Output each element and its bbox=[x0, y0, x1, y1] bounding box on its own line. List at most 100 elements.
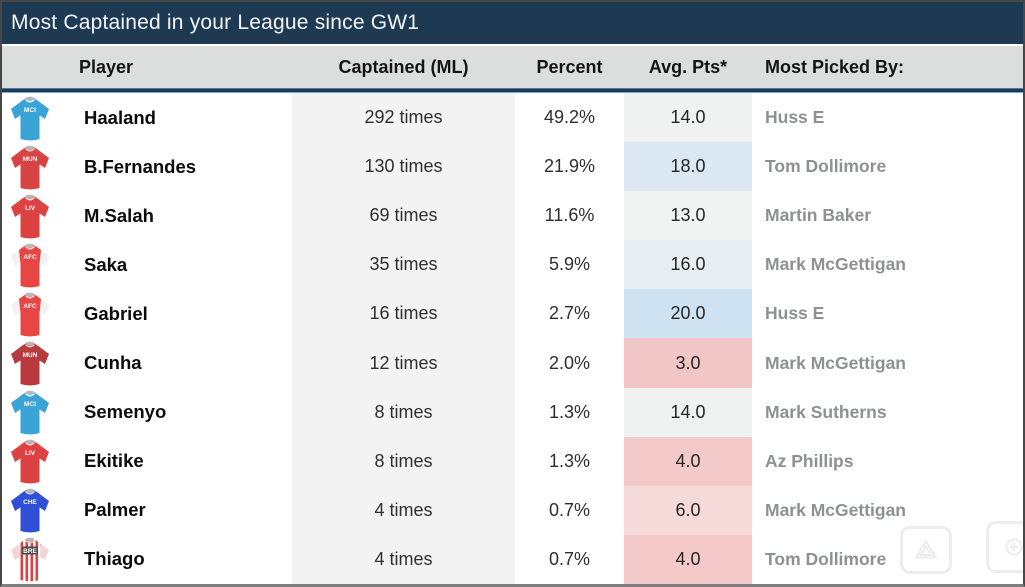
captained-count: 4 times bbox=[292, 485, 515, 535]
most-picked-by-name: Az Phillips bbox=[765, 450, 854, 471]
jersey-cell: MUN bbox=[2, 142, 57, 191]
svg-text:MUN: MUN bbox=[22, 156, 37, 163]
svg-text:MUN: MUN bbox=[22, 352, 37, 359]
player-name: Semenyo bbox=[84, 401, 167, 423]
player-name: M.Salah bbox=[84, 204, 154, 226]
svg-text:AFC: AFC bbox=[23, 254, 37, 261]
avg-points-value: 4.0 bbox=[624, 534, 752, 584]
avg-points-value: 16.0 bbox=[624, 240, 752, 290]
captained-count: 35 times bbox=[292, 240, 515, 290]
svg-text:MCI: MCI bbox=[24, 401, 36, 408]
jersey-cell: MCI bbox=[2, 388, 57, 437]
most-picked-by-name: Tom Dollimore bbox=[765, 156, 887, 177]
header-separator-line bbox=[2, 88, 1023, 93]
percent-value: 1.3% bbox=[548, 401, 591, 422]
percent-value: 49.2% bbox=[543, 107, 596, 128]
avg-points-value: 13.0 bbox=[624, 191, 752, 241]
captained-count: 130 times bbox=[292, 142, 515, 192]
table-row: AFC Gabriel 16 times 2.7% 20.0 Huss E bbox=[2, 289, 1023, 339]
captained-count: 69 times bbox=[292, 191, 515, 241]
team-jersey-icon: BRE bbox=[10, 537, 49, 582]
player-name: Gabriel bbox=[84, 302, 148, 324]
percent-value: 2.7% bbox=[548, 303, 591, 324]
captained-count: 4 times bbox=[292, 534, 515, 584]
panel-title-bar: Most Captained in your League since GW1 bbox=[2, 2, 1023, 44]
svg-text:MCI: MCI bbox=[24, 107, 36, 114]
avg-points-value: 14.0 bbox=[624, 387, 752, 437]
jersey-cell: BRE bbox=[2, 535, 57, 584]
percent-value: 1.3% bbox=[548, 450, 591, 471]
table-row: MCI Semenyo 8 times 1.3% 14.0 Mark Suthe… bbox=[2, 387, 1023, 437]
captained-count: 12 times bbox=[292, 338, 515, 388]
team-jersey-icon: MUN bbox=[10, 341, 49, 386]
percent-value: 2.0% bbox=[548, 352, 591, 373]
jersey-cell: AFC bbox=[2, 289, 57, 338]
percent-value: 5.9% bbox=[548, 254, 591, 275]
percent-value: 0.7% bbox=[548, 499, 591, 520]
table-row: AFC Saka 35 times 5.9% 16.0 Mark McGetti… bbox=[2, 240, 1023, 290]
column-header-captained: Captained (ML) bbox=[338, 56, 469, 77]
team-jersey-icon: AFC bbox=[10, 243, 49, 288]
player-name: Palmer bbox=[84, 499, 146, 521]
column-header-percent: Percent bbox=[536, 56, 603, 77]
team-jersey-icon: LIV bbox=[10, 194, 49, 239]
team-jersey-icon: MUN bbox=[10, 145, 49, 190]
svg-text:BRE: BRE bbox=[23, 548, 37, 555]
player-name: Haaland bbox=[84, 106, 156, 128]
player-name: Cunha bbox=[84, 352, 142, 374]
table-row: BRE Thiago 4 times 0.7% 4.0 Tom Dollimor… bbox=[2, 534, 1023, 584]
svg-text:LIV: LIV bbox=[24, 450, 35, 457]
percent-value: 21.9% bbox=[543, 156, 596, 177]
player-name: B.Fernandes bbox=[84, 155, 197, 177]
most-picked-by-name: Mark McGettigan bbox=[765, 254, 906, 275]
jersey-cell: LIV bbox=[2, 437, 57, 486]
column-header-avg-pts: Avg. Pts* bbox=[648, 56, 728, 77]
svg-text:AFC: AFC bbox=[23, 303, 37, 310]
jersey-cell: AFC bbox=[2, 240, 57, 289]
team-jersey-icon: LIV bbox=[10, 439, 49, 484]
svg-text:CHE: CHE bbox=[23, 499, 37, 506]
avg-points-value: 18.0 bbox=[624, 142, 752, 192]
percent-value: 0.7% bbox=[548, 548, 591, 569]
table-row: LIV M.Salah 69 times 11.6% 13.0 Martin B… bbox=[2, 191, 1023, 241]
avg-points-value: 3.0 bbox=[624, 338, 752, 388]
avg-points-value: 20.0 bbox=[624, 289, 752, 339]
title-divider bbox=[2, 44, 1023, 46]
captained-count: 292 times bbox=[292, 93, 515, 143]
avg-points-value: 14.0 bbox=[624, 93, 752, 143]
table-row: MUN B.Fernandes 130 times 21.9% 18.0 Tom… bbox=[2, 142, 1023, 192]
percent-value: 11.6% bbox=[544, 205, 595, 226]
team-jersey-icon: AFC bbox=[10, 292, 49, 337]
player-name: Thiago bbox=[84, 548, 145, 570]
table-row: MCI Haaland 292 times 49.2% 14.0 Huss E bbox=[2, 93, 1023, 143]
captained-count: 8 times bbox=[292, 387, 515, 437]
captained-count: 16 times bbox=[292, 289, 515, 339]
jersey-cell: CHE bbox=[2, 486, 57, 535]
avg-points-value: 6.0 bbox=[624, 485, 752, 535]
table-body: MCI Haaland 292 times 49.2% 14.0 Huss E … bbox=[2, 93, 1023, 584]
most-picked-by-name: Tom Dollimore bbox=[765, 548, 887, 569]
most-picked-by-name: Huss E bbox=[765, 107, 825, 128]
team-jersey-icon: CHE bbox=[10, 488, 49, 533]
page-title: Most Captained in your League since GW1 bbox=[11, 11, 420, 34]
column-header-player: Player bbox=[79, 56, 134, 77]
most-picked-by-name: Mark McGettigan bbox=[765, 499, 906, 520]
captained-count: 8 times bbox=[292, 436, 515, 486]
watermark-icon bbox=[900, 526, 952, 574]
jersey-cell: LIV bbox=[2, 191, 57, 240]
jersey-cell: MCI bbox=[2, 93, 57, 142]
table-row: LIV Ekitike 8 times 1.3% 4.0 Az Phillips bbox=[2, 436, 1023, 486]
team-jersey-icon: MCI bbox=[10, 96, 49, 141]
table-header-row: Player Captained (ML) Percent Avg. Pts* … bbox=[2, 46, 1023, 88]
most-picked-by-name: Martin Baker bbox=[765, 205, 872, 226]
jersey-cell: MUN bbox=[2, 338, 57, 387]
column-header-most-picked-by: Most Picked By: bbox=[765, 56, 905, 77]
most-picked-by-name: Mark Sutherns bbox=[765, 401, 887, 422]
table-row: MUN Cunha 12 times 2.0% 3.0 Mark McGetti… bbox=[2, 338, 1023, 388]
table-row: CHE Palmer 4 times 0.7% 6.0 Mark McGetti… bbox=[2, 485, 1023, 535]
player-name: Saka bbox=[84, 253, 128, 275]
most-picked-by-name: Mark McGettigan bbox=[765, 352, 906, 373]
most-picked-by-name: Huss E bbox=[765, 303, 825, 324]
avg-points-value: 4.0 bbox=[624, 436, 752, 486]
